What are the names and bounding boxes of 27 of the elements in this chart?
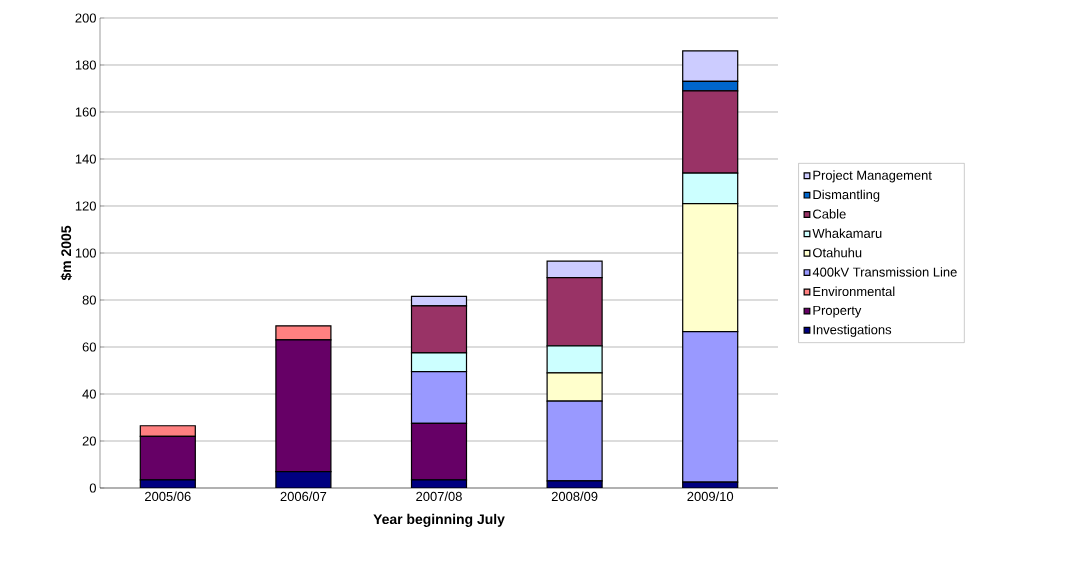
y-tick-label: 120	[75, 201, 96, 211]
legend-label: Cable	[813, 209, 846, 219]
y-axis-title: $m 2005	[60, 225, 73, 281]
legend-label: Otahuhu	[813, 247, 862, 258]
y-tick-label: 160	[75, 107, 96, 117]
y-tick-label: 100	[75, 248, 96, 258]
legend-label: 400kV Transmission Line	[812, 267, 957, 277]
x-axis-title: Year beginning July	[373, 513, 505, 527]
legend-label: Property	[813, 305, 862, 318]
legend-label: Dismantling	[813, 189, 880, 202]
y-tick-label: 140	[75, 154, 96, 164]
y-tick-label: 80	[82, 295, 96, 305]
legend-label: Investigations	[813, 324, 892, 337]
y-tick-label: 60	[82, 342, 96, 352]
y-tick-label: 20	[82, 436, 96, 446]
y-tick-label: 180	[75, 60, 96, 70]
y-tick-label: 40	[82, 389, 96, 399]
x-tick-label: 2009/10	[687, 491, 734, 502]
x-tick-label: 2007/08	[416, 491, 462, 502]
y-tick-label: 0	[89, 483, 96, 493]
legend-label: Environmental	[813, 286, 895, 297]
y-tick-label: 200	[75, 13, 96, 23]
legend-label: Whakamaru	[812, 228, 882, 238]
legend-label: Project Management	[813, 170, 932, 183]
x-tick-label: 2008/09	[551, 491, 598, 502]
x-tick-label: 2005/06	[145, 491, 191, 502]
x-tick-label: 2006/07	[280, 491, 327, 502]
